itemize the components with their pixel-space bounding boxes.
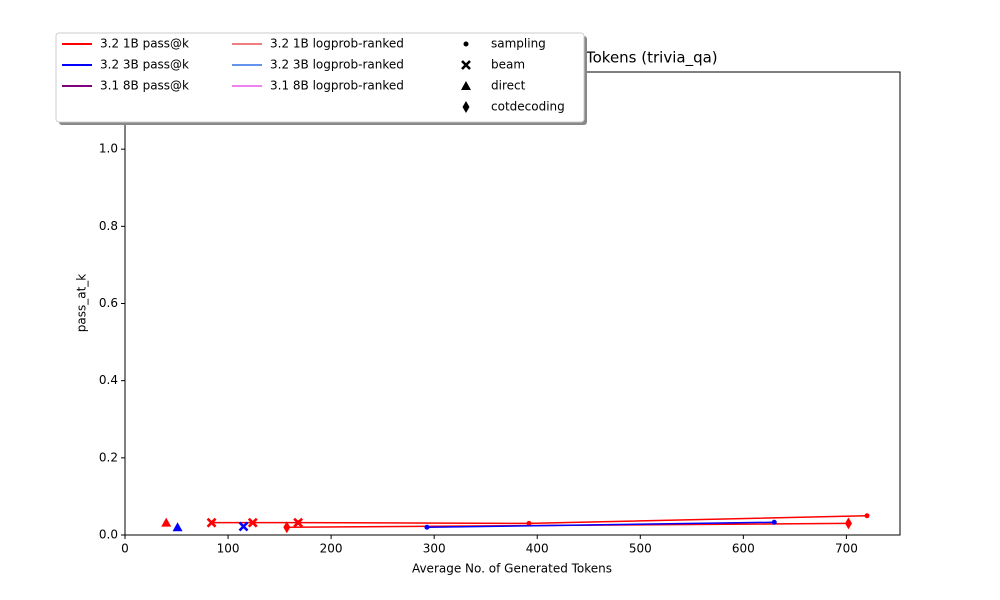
legend-label: beam [491,58,525,72]
legend-label: 3.1 8B logprob-ranked [270,79,404,93]
x-axis-label: Average No. of Generated Tokens [412,562,612,576]
marker-sampling [424,524,430,530]
legend-box [55,32,585,123]
marker-sampling [771,519,777,525]
legend-label: 3.2 3B logprob-ranked [270,58,404,72]
marker-sampling [526,520,532,526]
marker-beam [293,517,304,528]
marker-cotdecoding [844,517,852,530]
marker-beam [461,60,471,70]
legend-label: 3.1 8B pass@k [100,79,189,93]
x-tick-label: 300 [423,542,446,556]
marker-direct [172,522,183,532]
marker-beam [206,517,217,528]
marker-beam [247,517,258,528]
x-tick-label: 400 [526,542,549,556]
chart-title: Tokens (trivia_qa) [585,49,718,68]
y-tick-label: 1.0 [99,142,118,156]
marker-sampling [864,513,870,519]
marker-direct [461,81,471,90]
marker-cotdecoding [462,101,470,113]
x-tick-label: 700 [835,542,858,556]
y-axis-label: pass_at_k [75,274,89,333]
series-line [426,521,775,529]
marker-direct [161,517,172,527]
marker-sampling [463,41,469,47]
y-tick-label: 0.0 [99,528,118,542]
series-line [298,514,868,525]
legend-label: cotdecoding [491,100,565,114]
y-tick-label: 0.6 [99,296,118,310]
x-tick-label: 600 [732,542,755,556]
legend-label: sampling [491,37,546,51]
marker-beam [238,521,249,532]
plot-frame [124,71,901,536]
legend: 3.2 1B pass@k 3.2 3B pass@k 3.1 8B pass@k 3… [55,32,587,125]
y-tick-label: 0.4 [99,373,118,387]
legend-label: 3.2 3B pass@k [100,58,189,72]
y-tick-label: 0.2 [99,450,118,464]
x-tick-label: 0 [121,542,129,556]
x-tick-label: 200 [320,542,343,556]
legend-label: 3.2 1B pass@k [100,37,189,51]
legend-label: 3.2 1B logprob-ranked [270,37,404,51]
legend-label: direct [491,79,526,93]
marker-cotdecoding [283,521,291,534]
y-tick-label: 0.8 [99,219,118,233]
x-tick-label: 500 [629,542,652,556]
x-tick-label: 100 [217,542,240,556]
